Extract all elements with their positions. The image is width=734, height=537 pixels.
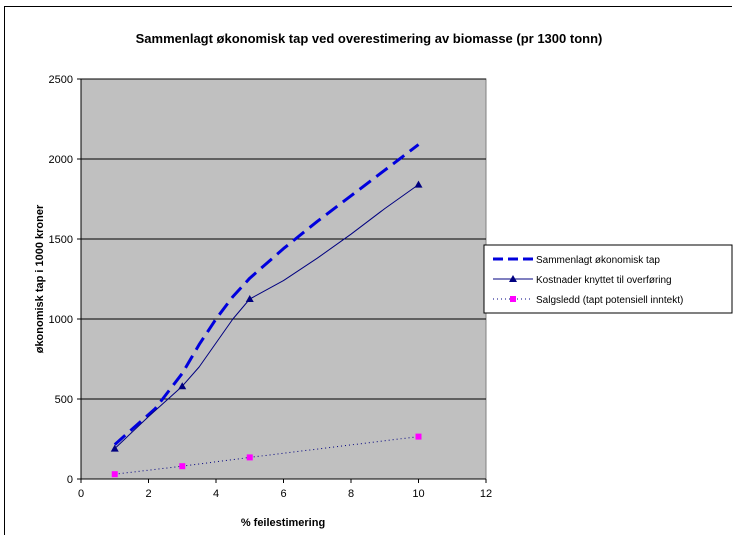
chart-title: Sammenlagt økonomisk tap ved overestimer… [136,31,603,46]
x-tick-label: 2 [145,488,151,500]
y-tick-labels: 0 500 1000 1500 2000 2500 [49,74,81,486]
y-tick-label: 1000 [49,314,73,326]
y-tick-label: 2000 [49,154,73,166]
legend-label: Kostnader knyttet til overføring [536,275,672,286]
legend-label: Sammenlagt økonomisk tap [536,255,660,266]
y-tick-label: 1500 [49,234,73,246]
x-tick-label: 10 [412,488,424,500]
series-line [113,143,420,446]
chart-frame [4,6,732,535]
legend: Sammenlagt økonomisk tap Kostnader knytte… [483,244,733,314]
y-axis-label: økonomisk tap i 1000 kroner [34,204,46,353]
series-2 [111,433,422,478]
legend-marker [509,275,517,282]
x-tick-labels: 0 2 4 6 8 10 12 [78,479,492,500]
data-point [111,471,118,478]
data-point [110,444,119,452]
plot-area [80,78,487,480]
y-tick-label: 500 [55,394,73,406]
y-tick-label: 2500 [49,74,73,86]
legend-marker [510,296,516,302]
data-point [415,433,422,440]
data-point [179,463,186,470]
y-tick-label: 0 [67,474,73,486]
series-layer [110,143,423,478]
series-line [114,184,419,449]
x-tick-label: 0 [78,488,84,500]
x-tick-label: 8 [348,488,354,500]
x-tick-label: 4 [213,488,219,500]
data-point [178,382,187,390]
legend-label: Salgsledd (tapt potensiell inntekt) [536,295,683,306]
series-1 [110,180,423,452]
x-tick-label: 12 [480,488,492,500]
legend-box [483,244,733,314]
data-point [245,295,254,302]
x-axis-label: % feilestimering [241,517,325,529]
gridlines [81,78,486,400]
data-point [246,454,253,461]
x-tick-label: 6 [280,488,286,500]
data-point [414,180,423,188]
series-0 [113,143,420,446]
